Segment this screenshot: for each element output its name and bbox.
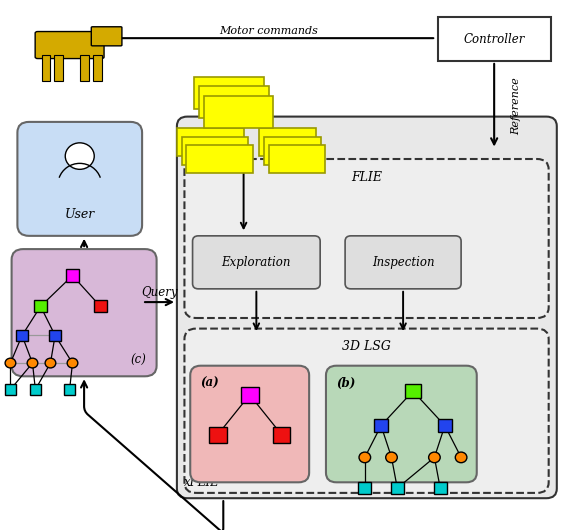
FancyBboxPatch shape xyxy=(190,366,309,482)
FancyBboxPatch shape xyxy=(49,330,61,341)
FancyBboxPatch shape xyxy=(64,384,75,395)
Text: Query: Query xyxy=(142,286,177,299)
FancyBboxPatch shape xyxy=(269,145,325,173)
Text: xFLIE: xFLIE xyxy=(184,475,220,489)
Text: 3D LSG: 3D LSG xyxy=(342,340,391,354)
FancyBboxPatch shape xyxy=(194,77,264,109)
FancyBboxPatch shape xyxy=(438,419,452,432)
Circle shape xyxy=(359,452,371,463)
Circle shape xyxy=(429,452,440,463)
FancyBboxPatch shape xyxy=(374,419,388,432)
Circle shape xyxy=(45,358,56,368)
Text: (c): (c) xyxy=(130,354,146,367)
FancyBboxPatch shape xyxy=(12,249,157,376)
FancyBboxPatch shape xyxy=(186,145,253,173)
Text: RGB: RGB xyxy=(278,140,304,149)
FancyBboxPatch shape xyxy=(184,159,549,318)
Text: Motor commands: Motor commands xyxy=(219,26,318,36)
Text: User: User xyxy=(64,208,95,221)
FancyBboxPatch shape xyxy=(193,236,320,289)
FancyBboxPatch shape xyxy=(326,366,477,482)
FancyBboxPatch shape xyxy=(16,330,28,341)
Text: Controller: Controller xyxy=(464,33,525,46)
FancyBboxPatch shape xyxy=(264,137,321,165)
Text: Reference: Reference xyxy=(511,77,521,135)
FancyBboxPatch shape xyxy=(209,427,227,443)
Circle shape xyxy=(386,452,397,463)
Text: Exploration: Exploration xyxy=(222,256,291,269)
FancyBboxPatch shape xyxy=(204,96,273,128)
FancyBboxPatch shape xyxy=(199,86,269,118)
FancyBboxPatch shape xyxy=(17,122,142,236)
Circle shape xyxy=(455,452,467,463)
FancyBboxPatch shape xyxy=(273,427,291,443)
Text: Depth: Depth xyxy=(196,140,231,149)
FancyBboxPatch shape xyxy=(259,128,316,156)
FancyBboxPatch shape xyxy=(184,329,549,493)
Circle shape xyxy=(27,358,38,368)
Text: FLIE: FLIE xyxy=(351,171,382,184)
FancyBboxPatch shape xyxy=(391,482,404,494)
FancyBboxPatch shape xyxy=(434,482,447,494)
Text: LiDAR: LiDAR xyxy=(213,91,252,101)
FancyBboxPatch shape xyxy=(182,137,248,165)
FancyBboxPatch shape xyxy=(177,128,244,156)
Circle shape xyxy=(67,358,78,368)
Text: (a): (a) xyxy=(201,377,219,391)
FancyBboxPatch shape xyxy=(405,384,421,399)
FancyBboxPatch shape xyxy=(177,117,557,498)
Circle shape xyxy=(65,143,94,170)
FancyBboxPatch shape xyxy=(438,17,551,61)
FancyBboxPatch shape xyxy=(358,482,371,494)
Text: Inspection: Inspection xyxy=(372,256,434,269)
FancyBboxPatch shape xyxy=(241,387,259,403)
FancyBboxPatch shape xyxy=(30,384,41,395)
Circle shape xyxy=(5,358,16,368)
FancyBboxPatch shape xyxy=(34,301,47,312)
Text: (b): (b) xyxy=(336,377,356,391)
FancyBboxPatch shape xyxy=(66,269,79,282)
FancyBboxPatch shape xyxy=(345,236,461,289)
FancyBboxPatch shape xyxy=(5,384,16,395)
FancyBboxPatch shape xyxy=(94,301,107,312)
